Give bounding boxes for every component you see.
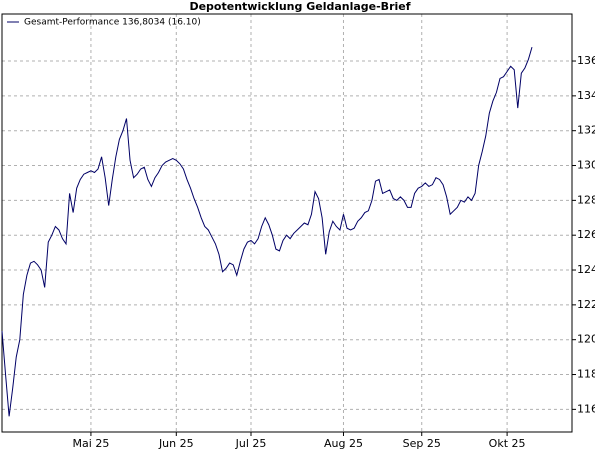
y-tick-label: 126 — [577, 228, 595, 241]
plot-frame — [1, 13, 573, 433]
x-tick-label: Sep 25 — [403, 437, 441, 450]
x-tick-label: Mai 25 — [73, 437, 110, 450]
x-tick-label: Jul 25 — [235, 437, 267, 450]
chart-title: Depotentwicklung Geldanlage-Brief — [189, 0, 410, 13]
y-tick-label: 128 — [577, 193, 595, 206]
y-tick-label: 124 — [577, 263, 595, 276]
x-tick-label: Aug 25 — [324, 437, 363, 450]
y-tick-label: 118 — [577, 368, 595, 381]
x-tick-label: Jun 25 — [158, 437, 194, 450]
y-tick-label: 130 — [577, 159, 595, 172]
legend-label: Gesamt-Performance 136,8034 (16.10) — [24, 18, 201, 28]
y-tick-label: 132 — [577, 124, 595, 137]
x-tick-label: Okt 25 — [489, 437, 526, 450]
y-tick-label: 120 — [577, 333, 595, 346]
y-tick-label: 136 — [577, 54, 595, 67]
y-tick-label: 134 — [577, 89, 595, 102]
data-line — [1, 46, 533, 417]
y-tick-label: 122 — [577, 298, 595, 311]
y-tick-label: 116 — [577, 402, 595, 415]
